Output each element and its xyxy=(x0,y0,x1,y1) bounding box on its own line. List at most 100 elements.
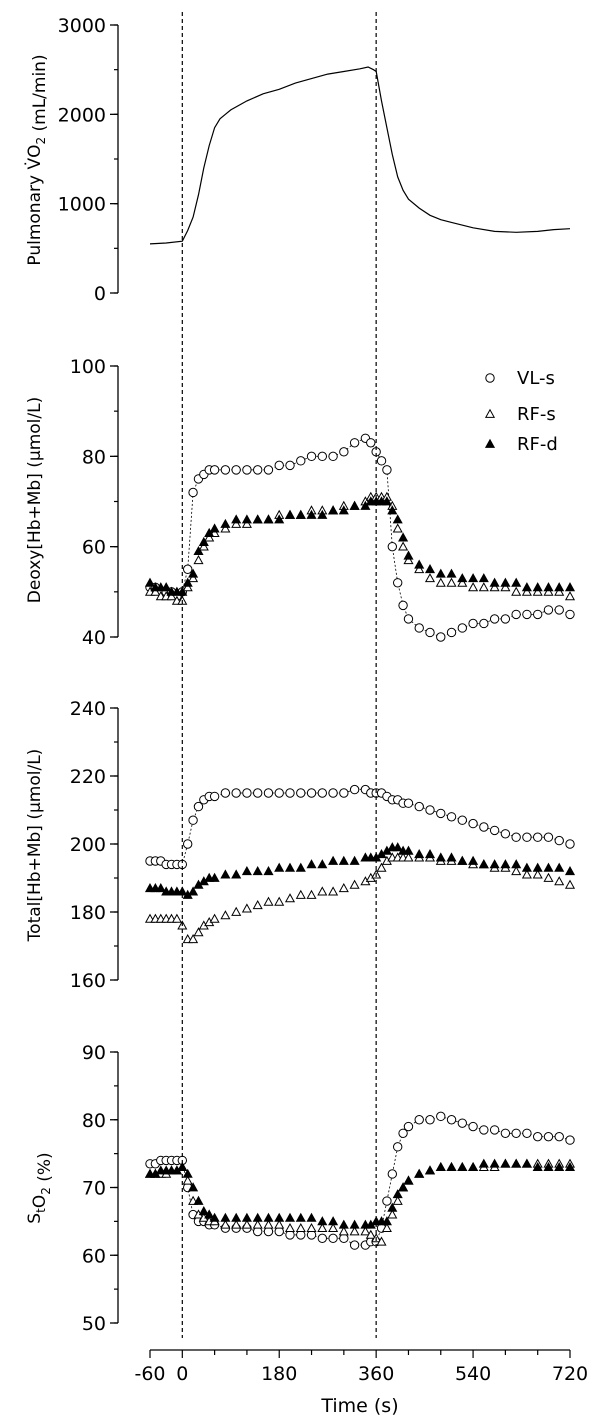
point-vl-s xyxy=(522,1128,532,1139)
point-vl-s xyxy=(193,801,204,812)
point-vl-s xyxy=(414,1115,424,1125)
point-rf-d xyxy=(468,855,479,865)
point-vl-s xyxy=(263,465,274,475)
point-rf-d xyxy=(220,1212,231,1222)
point-rf-s xyxy=(209,913,220,923)
point-rf-d xyxy=(532,582,543,592)
point-rf-d xyxy=(543,862,554,872)
point-vl-s xyxy=(554,1131,564,1142)
point-rf-d xyxy=(387,505,398,515)
point-rf-d xyxy=(252,865,263,876)
point-rf-s xyxy=(306,1222,317,1232)
point-rf-d xyxy=(306,1212,317,1222)
y-axis-label-part: (%) xyxy=(35,1152,55,1187)
point-rf-s xyxy=(403,554,414,565)
point-rf-d xyxy=(328,1216,339,1226)
point-rf-d xyxy=(220,518,231,528)
point-rf-d xyxy=(274,862,285,872)
point-rf-d xyxy=(387,1202,398,1212)
point-vl-s xyxy=(436,808,446,819)
point-rf-d xyxy=(521,582,532,592)
point-vl-s xyxy=(306,451,317,462)
point-vl-s xyxy=(554,605,564,615)
point-rf-s xyxy=(511,586,522,596)
point-rf-d xyxy=(511,577,522,587)
series-RF-d xyxy=(144,842,576,899)
point-rf-d xyxy=(457,1161,468,1171)
legend-marker-vl-s xyxy=(485,373,495,383)
y-tick-label: 1000 xyxy=(58,194,106,216)
point-vl-s xyxy=(209,465,220,475)
point-rf-s xyxy=(532,586,543,596)
point-rf-d xyxy=(511,859,522,869)
point-vl-s xyxy=(296,788,306,798)
point-rf-s xyxy=(295,1222,306,1232)
point-vl-s xyxy=(382,465,392,475)
point-vl-s xyxy=(349,784,360,795)
x-tick-label: 360 xyxy=(358,1363,394,1385)
event-markers xyxy=(181,12,377,1338)
point-rf-d xyxy=(284,1212,296,1222)
point-rf-d xyxy=(403,845,414,855)
point-rf-d xyxy=(511,1158,522,1168)
point-rf-d xyxy=(295,509,306,519)
point-rf-d xyxy=(328,505,339,515)
point-rf-s xyxy=(204,532,215,542)
point-vl-s xyxy=(565,1135,575,1145)
panel-sto2: 50 60 70 80 90 StO2 (%) xyxy=(25,1042,576,1335)
point-rf-d xyxy=(349,1219,360,1229)
point-vl-s xyxy=(182,564,193,574)
y-tick-label: 60 xyxy=(82,1245,106,1267)
point-rf-d xyxy=(263,865,274,876)
point-vl-s xyxy=(457,1118,468,1128)
point-rf-d xyxy=(209,523,220,533)
y-axis-label-subscript: 2 xyxy=(34,137,48,145)
series-RF-d xyxy=(144,1158,576,1229)
point-rf-d xyxy=(317,859,328,869)
point-rf-s xyxy=(171,913,182,923)
point-rf-d xyxy=(543,582,554,592)
point-rf-d xyxy=(204,1209,215,1219)
point-rf-s xyxy=(241,1219,252,1229)
y-axis-label-part: Deoxy[Hb+Mb] ( xyxy=(25,461,45,603)
point-vl-s xyxy=(231,465,241,475)
point-rf-s xyxy=(543,586,554,596)
point-vl-s xyxy=(543,832,554,842)
point-rf-d xyxy=(554,862,565,872)
x-axis-label: Time (s) xyxy=(320,1395,398,1417)
point-vl-s xyxy=(554,835,564,846)
vo2-trace xyxy=(149,66,571,245)
point-rf-s xyxy=(220,1219,231,1229)
point-vl-s xyxy=(479,618,489,629)
y-tick-label: 80 xyxy=(82,1110,106,1132)
point-vl-s xyxy=(425,627,435,638)
point-rf-d xyxy=(241,514,252,524)
point-rf-s xyxy=(193,554,204,565)
x-tick-label: 0 xyxy=(176,1363,188,1385)
point-rf-d xyxy=(328,855,339,865)
point-rf-s xyxy=(554,586,565,596)
y-tick-label: 240 xyxy=(70,698,106,720)
point-rf-d xyxy=(317,1216,328,1226)
x-axis: -60 0 180 360 540 720 Time (s) xyxy=(134,1349,588,1417)
point-rf-s xyxy=(166,591,177,601)
point-rf-s xyxy=(554,876,565,886)
point-rf-d xyxy=(144,577,156,587)
point-vl-s xyxy=(242,465,252,475)
point-rf-d xyxy=(392,514,403,524)
point-vl-s xyxy=(532,1131,543,1142)
point-rf-d xyxy=(403,1175,414,1185)
point-rf-s xyxy=(220,910,231,920)
point-rf-d xyxy=(295,1212,306,1222)
point-rf-s xyxy=(182,1175,193,1185)
legend-label: VL-s xyxy=(517,368,555,389)
y-axis-label-part: μmol/L) xyxy=(25,749,45,813)
y-tick-label: 70 xyxy=(82,1178,106,1200)
point-rf-s xyxy=(424,573,436,583)
point-rf-d xyxy=(295,862,306,872)
series-RF-d xyxy=(144,496,576,596)
point-vl-s xyxy=(328,788,338,798)
point-rf-s xyxy=(392,1195,403,1205)
